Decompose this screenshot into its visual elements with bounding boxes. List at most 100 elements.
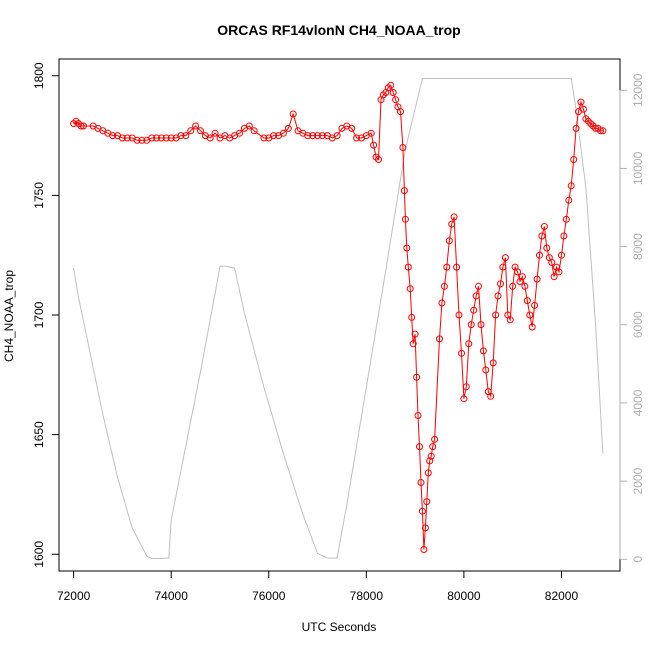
- ch4-point: [153, 134, 161, 142]
- ch4-point: [123, 134, 131, 142]
- ch4-point: [455, 311, 463, 319]
- ch4-point: [408, 313, 416, 321]
- x-tick-label: 76000: [252, 589, 286, 603]
- ch4-point: [157, 134, 165, 142]
- y2-tick-label: 0: [631, 556, 645, 563]
- plot-area-frame: [58, 58, 621, 572]
- ch4-point: [475, 282, 482, 290]
- ch4-point: [260, 134, 268, 142]
- ch4-point: [479, 347, 487, 355]
- ch4-point: [284, 124, 292, 132]
- ch4-point: [79, 122, 87, 130]
- ch4-point: [304, 132, 312, 140]
- ch4-point: [438, 299, 446, 307]
- ch4-point: [560, 232, 568, 240]
- ch4-point: [424, 469, 432, 477]
- ch4-point: [436, 335, 443, 343]
- ch4-line: [73, 84, 603, 550]
- ch4-point: [370, 141, 378, 149]
- x-axis-label: UTC Seconds: [302, 620, 377, 634]
- ch4-series: [70, 81, 607, 553]
- ch4-point: [555, 268, 563, 276]
- y-axis-label: CH4_NOAA_trop: [2, 270, 16, 362]
- ch4-point: [167, 134, 175, 142]
- ch4-point: [118, 134, 126, 142]
- ch4-point: [494, 292, 502, 300]
- ch4-point: [133, 136, 141, 144]
- y2-tick-label: 2000: [631, 467, 645, 494]
- y-tick-label: 1600: [32, 541, 46, 568]
- ch4-point: [270, 132, 278, 140]
- ch4-point: [472, 292, 480, 300]
- ch4-point: [387, 81, 395, 89]
- y-tick-label: 1700: [32, 301, 46, 328]
- y2-tick-label: 10000: [631, 151, 645, 185]
- ch4-point: [138, 136, 146, 144]
- ch4-point: [548, 258, 556, 266]
- x-tick-label: 74000: [155, 589, 189, 603]
- ch4-point: [197, 127, 204, 135]
- ch4-point: [536, 251, 543, 259]
- ch4-point: [565, 196, 573, 204]
- ch4-point: [509, 282, 517, 290]
- ch4-point: [416, 443, 423, 451]
- ch4-point: [72, 117, 80, 125]
- ch4-point: [467, 321, 475, 329]
- altitude-line: [73, 78, 604, 559]
- ch4-point: [570, 156, 578, 163]
- ch4-point: [562, 215, 570, 223]
- ch4-point: [540, 223, 548, 230]
- ch4-point: [499, 263, 507, 271]
- ch4-point: [420, 546, 428, 553]
- ch4-point: [375, 156, 382, 163]
- ch4-point: [192, 122, 200, 130]
- ch4-point: [477, 321, 485, 329]
- ch4-point: [206, 134, 214, 142]
- ch4-point: [482, 366, 490, 374]
- ch4-point: [289, 110, 297, 118]
- ch4-point: [384, 84, 392, 92]
- ch4-point: [379, 91, 387, 99]
- ch4-point: [528, 323, 536, 331]
- ch4-point: [348, 124, 356, 132]
- ch4-point: [182, 132, 190, 140]
- y2-tick-label: 12000: [631, 73, 645, 107]
- ch4-point: [418, 507, 426, 515]
- ch4-point: [460, 395, 468, 403]
- ch4-point: [431, 435, 439, 443]
- ch4-point: [421, 524, 429, 532]
- ch4-point: [429, 443, 437, 451]
- x-tick-label: 72000: [57, 589, 91, 603]
- y2-tick-label: 4000: [631, 389, 645, 416]
- ch4-point: [521, 282, 529, 290]
- ch4-point: [577, 98, 585, 106]
- ch4-point: [314, 132, 321, 140]
- x-tick-label: 78000: [350, 589, 384, 603]
- ch4-point: [538, 232, 546, 240]
- ch4-point: [489, 359, 497, 367]
- ch4-point: [372, 153, 380, 161]
- ch4-point: [440, 282, 448, 290]
- x-tick-label: 82000: [545, 589, 579, 603]
- ch4-point: [211, 129, 219, 137]
- ch4-point: [109, 132, 117, 140]
- ch4-point: [400, 187, 408, 195]
- ch4-point: [453, 263, 461, 271]
- ch4-point: [406, 285, 414, 293]
- altitude-series: [73, 78, 604, 559]
- ch4-point: [558, 251, 565, 259]
- ch4-point: [250, 127, 258, 135]
- ch4-point: [426, 457, 434, 465]
- ch4-point: [403, 244, 411, 252]
- ch4-point: [411, 330, 419, 338]
- ch4-point: [597, 127, 604, 135]
- ch4-point: [77, 122, 85, 130]
- ch4-point: [427, 452, 435, 460]
- ch4-point: [526, 311, 534, 319]
- ch4-point: [579, 105, 587, 113]
- ch4-point: [177, 132, 185, 140]
- x-axis: 72000 74000 76000 78000 80000 82000: [57, 570, 579, 603]
- ch4-point: [401, 215, 409, 223]
- ch4-point: [497, 280, 504, 288]
- ch4-point: [279, 129, 287, 137]
